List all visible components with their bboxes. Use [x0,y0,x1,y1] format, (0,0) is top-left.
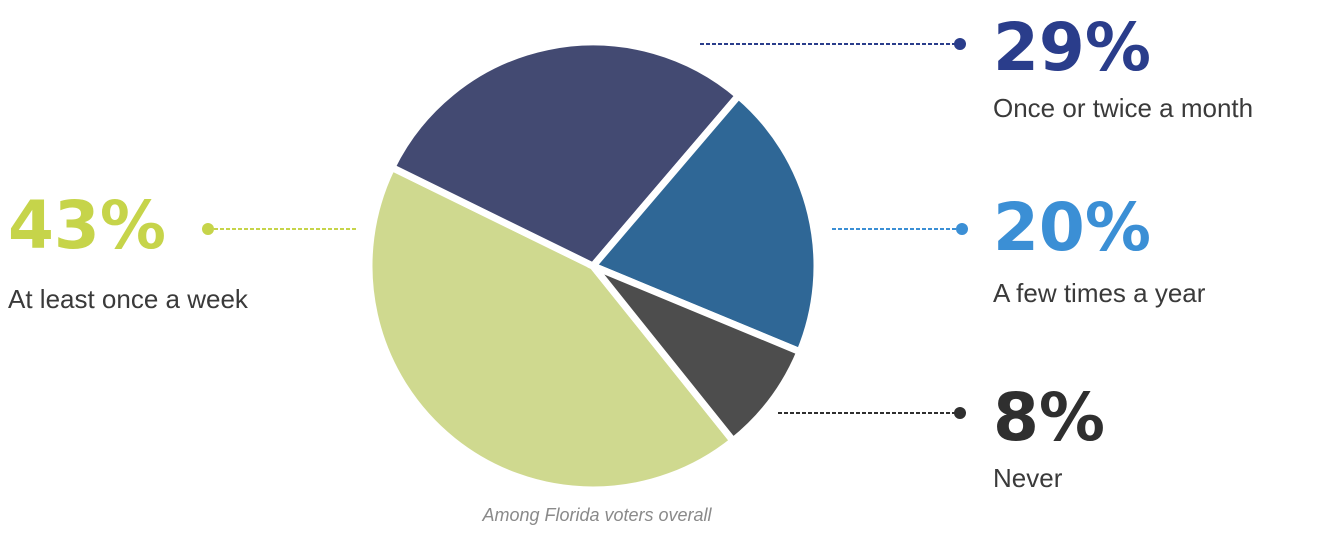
leader-dot [954,407,966,419]
note: Among Florida voters overall [481,505,712,525]
category-label: Never [993,463,1063,493]
leader-dot [954,38,966,50]
chart: Among Florida voters overall 43% At least… [0,0,1331,538]
leader-dot [956,223,968,235]
category-label: Once or twice a month [993,93,1253,123]
category-label: A few times a year [993,278,1206,308]
value-label: 43% [8,187,166,264]
value-label: 8% [993,379,1105,456]
category-label: At least once a week [8,284,249,314]
leader-dot [202,223,214,235]
value-label: 29% [993,9,1151,86]
page: {"chart_data": {"type": "pie", "categori… [0,0,1331,538]
value-label: 20% [993,189,1151,266]
